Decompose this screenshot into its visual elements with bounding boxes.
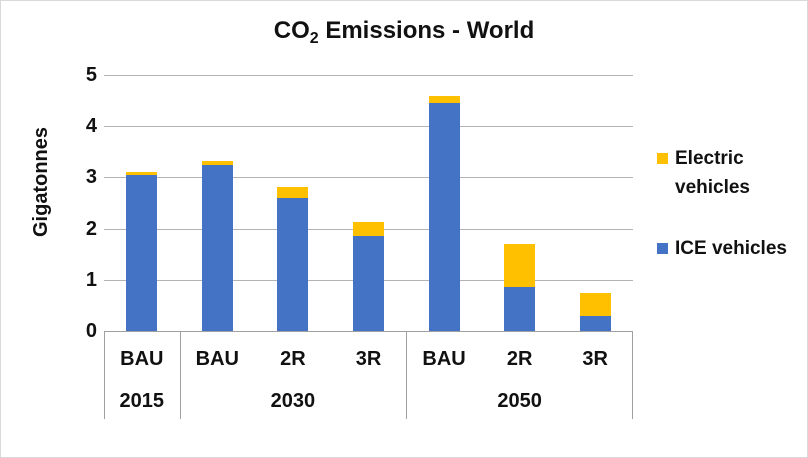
bar-2050-2r [504, 243, 536, 331]
y-axis-tick-label-2: 2 [85, 217, 97, 240]
ice-segment [277, 197, 309, 331]
gridline-4 [104, 126, 633, 128]
electric-segment [201, 161, 233, 165]
category-separator-2 [406, 332, 407, 419]
category-separator-1 [180, 332, 181, 419]
x-axis-scenario-label-6: 3R [582, 348, 608, 370]
ice-segment [579, 315, 611, 331]
bar-2030-2r [277, 186, 309, 331]
bar-2030-bau [201, 161, 233, 331]
bar-2050-bau [428, 95, 460, 331]
ice-segment [353, 236, 384, 331]
chart-title-text-2: Emissions - World [318, 17, 535, 44]
x-axis-year-label-2050: 2050 [497, 390, 542, 412]
chart-title-subscript: 2 [309, 30, 319, 47]
y-axis-title: Gigatonnes [30, 127, 52, 238]
x-axis-scenario-label-1: BAU [195, 348, 240, 370]
y-axis-tick-label-1: 1 [85, 268, 97, 291]
electric-vehicles-swatch-icon [657, 153, 668, 164]
bar-2015-bau [126, 172, 158, 331]
chart-title: CO2 Emissions - World [1, 17, 807, 48]
y-axis-tick-label-3: 3 [85, 166, 97, 189]
electric-segment [504, 243, 536, 288]
category-separator-3 [632, 332, 633, 419]
legend-item-ice-vehicles: ICE vehicles [657, 234, 787, 263]
electric-segment [428, 95, 460, 104]
gridline-5 [104, 75, 633, 76]
x-axis-scenario-label-5: 2R [506, 348, 533, 370]
legend-label-electric-vehicles: Electric vehicles [675, 148, 750, 198]
bar-2030-3r [353, 221, 384, 331]
legend-label-ice-vehicles: ICE vehicles [675, 238, 787, 259]
x-axis-scenario-label-4: BAU [422, 348, 466, 370]
electric-segment [353, 221, 384, 237]
ice-segment [428, 103, 460, 331]
x-axis-scenario-label-2: 2R [280, 348, 306, 370]
ice-vehicles-swatch-icon [657, 243, 668, 254]
ice-segment [504, 287, 536, 331]
y-axis-tick-label-5: 5 [85, 64, 97, 86]
x-axis: BAU 2015 BAU 2R 3R 2030 BAU 2R 3R 2050 [104, 331, 633, 419]
legend-item-electric-vehicles: Electric vehicles [657, 144, 763, 202]
ice-segment [126, 174, 158, 331]
x-axis-scenario-label-3: 3R [355, 348, 382, 370]
bar-2050-3r [579, 292, 611, 331]
x-axis-year-label-2030: 2030 [270, 390, 316, 412]
x-axis-year-label-2015: 2015 [119, 390, 165, 412]
x-axis-scenario-label-0: BAU [120, 348, 164, 370]
gridline-3 [104, 177, 633, 179]
y-axis-tick-label-0: 0 [85, 320, 97, 342]
category-separator-0 [104, 332, 105, 419]
electric-segment [126, 172, 158, 175]
y-axis-tick-label-4: 4 [85, 115, 97, 138]
ice-segment [201, 164, 233, 331]
plot-area [104, 75, 633, 331]
electric-segment [579, 292, 611, 316]
chart-title-text: CO [273, 17, 310, 44]
electric-segment [277, 186, 309, 198]
